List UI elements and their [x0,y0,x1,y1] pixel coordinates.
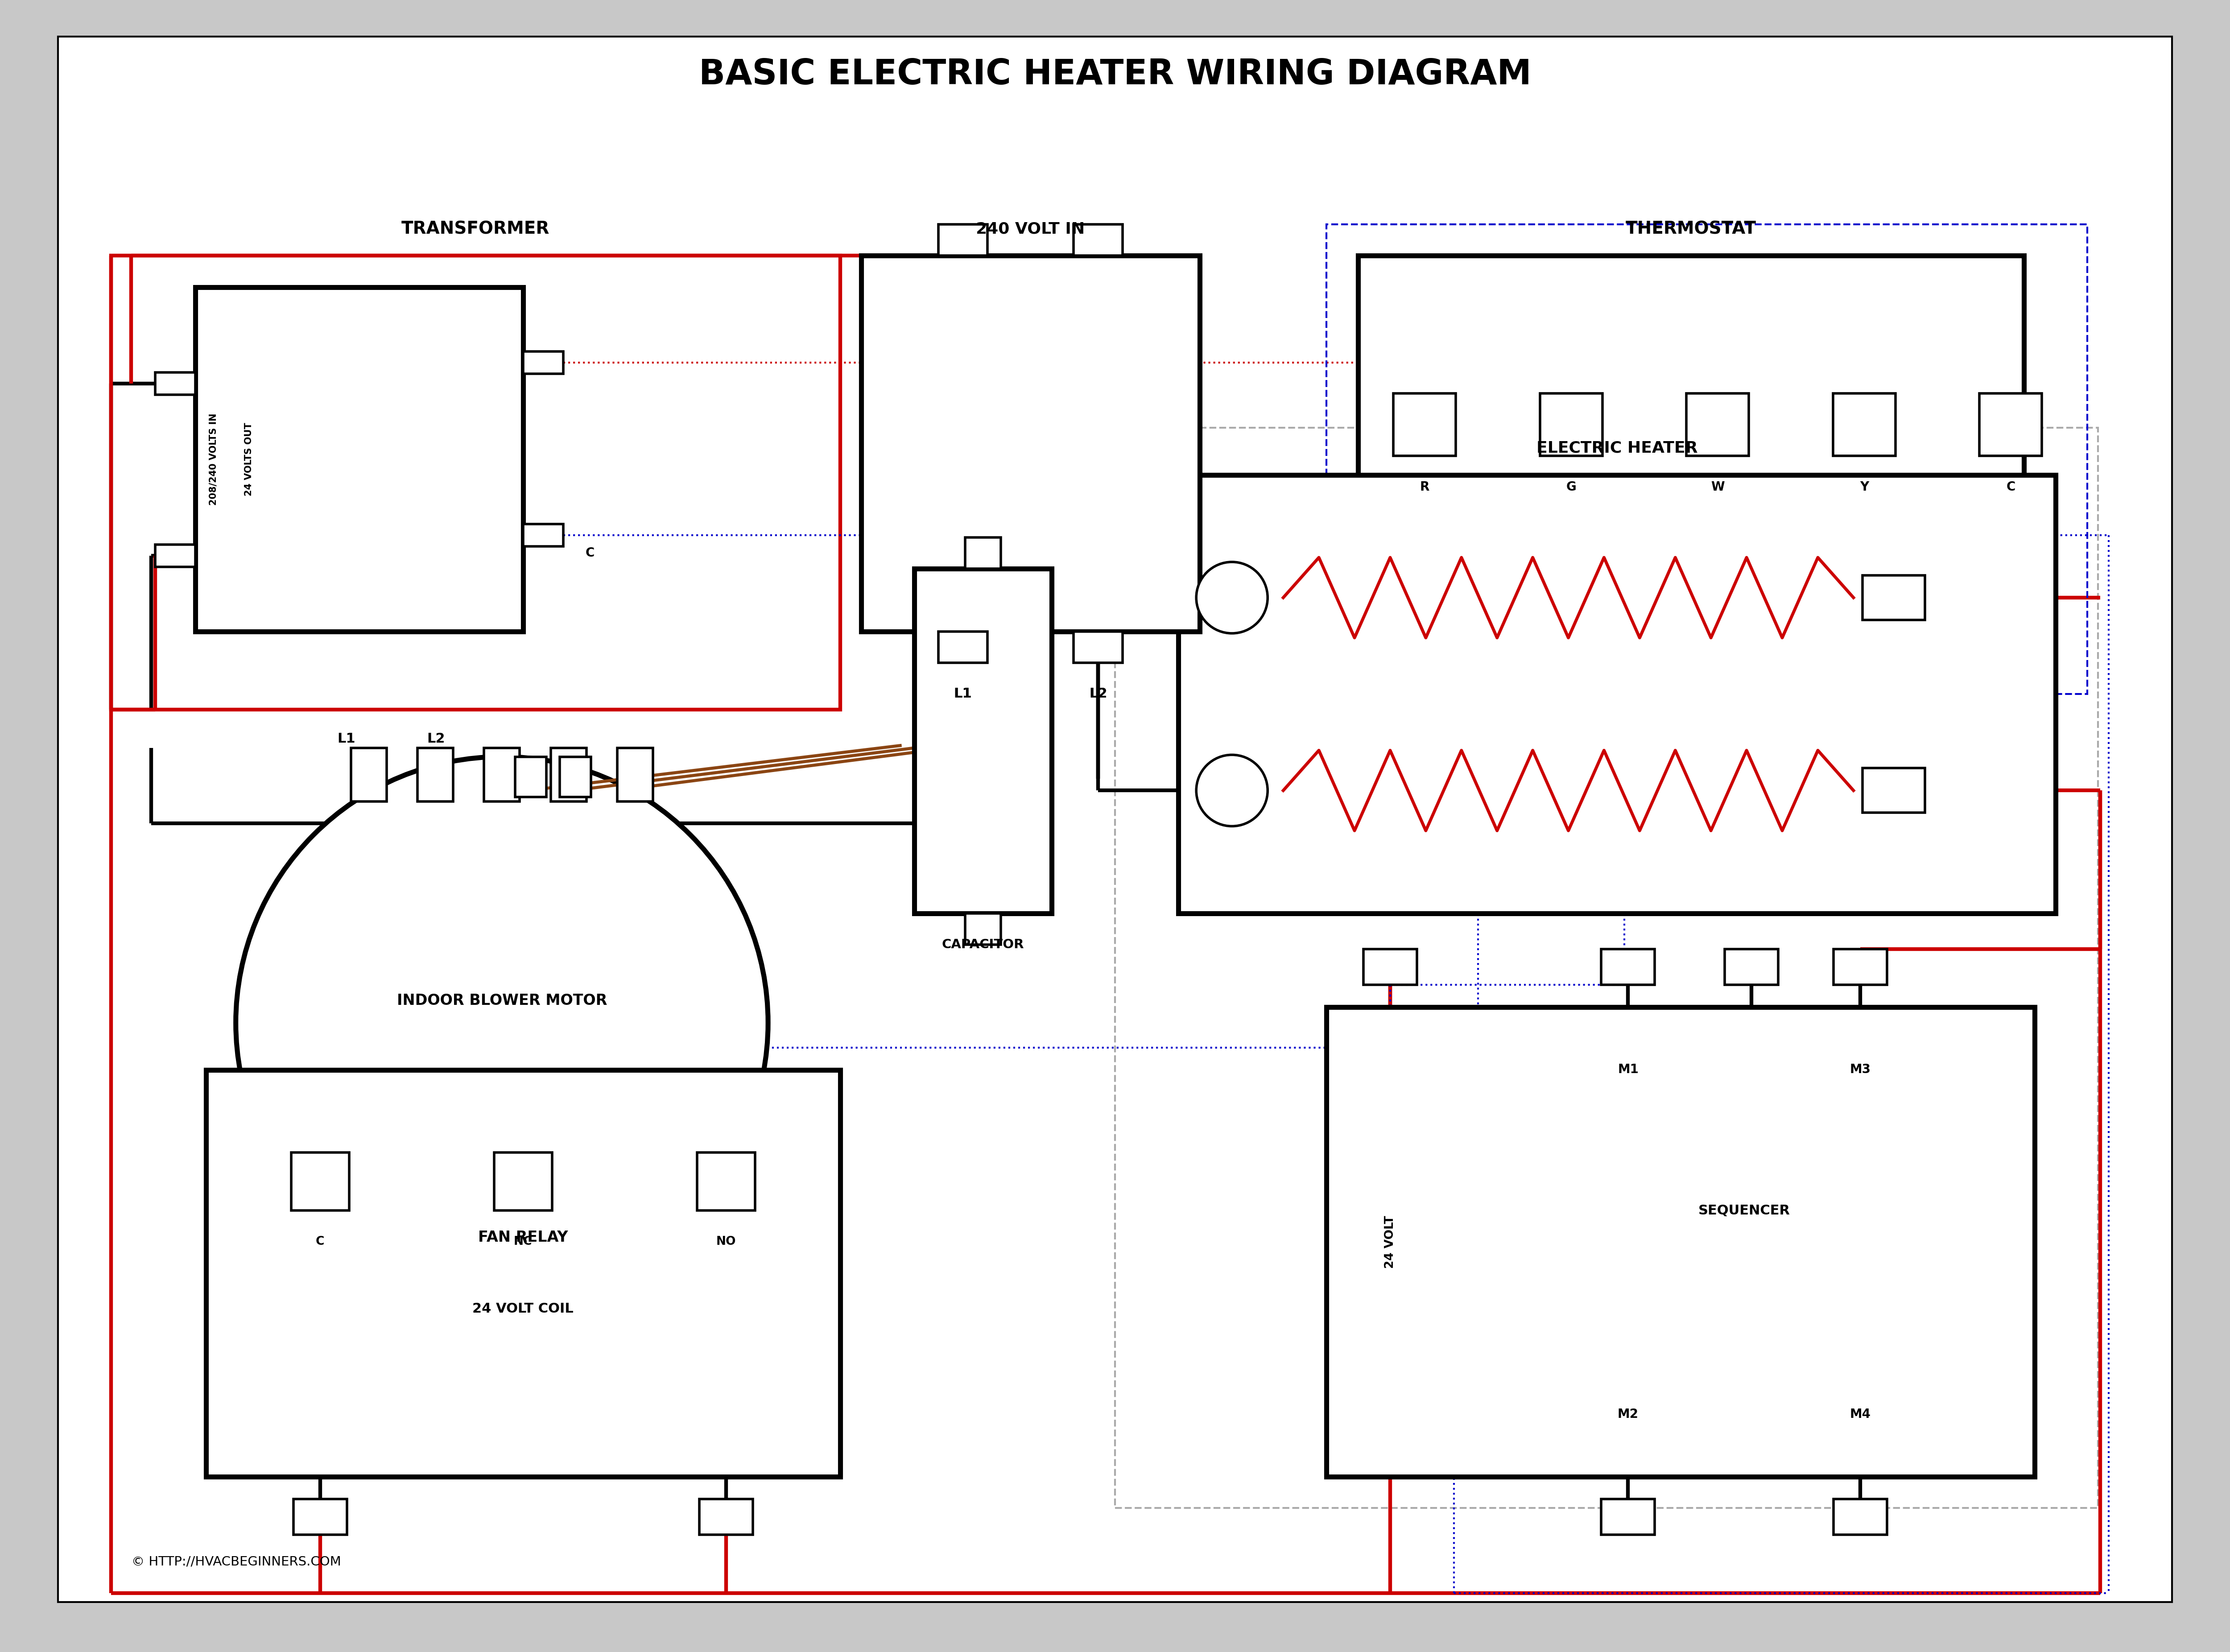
Bar [1073,225,1122,256]
Bar [350,748,386,801]
Bar [1833,950,1887,985]
Bar [156,372,196,395]
Bar [417,748,453,801]
Bar [1601,1498,1655,1535]
Bar [551,748,586,801]
Text: L2: L2 [1088,687,1106,700]
Bar [1862,768,1924,813]
Bar [1363,950,1416,985]
Bar [292,1153,350,1211]
Text: TRANSFORMER: TRANSFORMER [401,220,549,238]
Text: C: C [586,547,595,558]
Bar [698,1153,756,1211]
Bar [966,537,1001,568]
Bar [560,757,591,796]
Bar [524,352,564,373]
Bar [1177,474,2056,914]
Text: NO: NO [716,1236,736,1247]
Bar [495,1153,553,1211]
Text: M1: M1 [1617,1064,1639,1075]
Text: M3: M3 [1851,1064,1871,1075]
Bar [939,631,988,662]
Bar [112,256,841,710]
Bar [156,545,196,567]
Text: L2: L2 [426,732,444,745]
Circle shape [1195,562,1267,633]
Text: L2: L2 [1088,687,1106,700]
Text: L1: L1 [954,687,972,700]
Text: BASIC ELECTRIC HEATER WIRING DIAGRAM: BASIC ELECTRIC HEATER WIRING DIAGRAM [698,58,1532,91]
Text: M2: M2 [1617,1408,1639,1421]
Bar [515,757,546,796]
Bar [205,1070,841,1477]
Bar [196,287,524,631]
Circle shape [1195,755,1267,826]
Bar [618,748,653,801]
Bar [484,748,520,801]
Bar [1862,575,1924,620]
Text: W: W [1710,481,1724,494]
Bar [1358,256,2025,631]
Circle shape [236,757,767,1289]
Bar [1686,393,1748,456]
Bar [1073,631,1122,662]
Bar [1601,950,1655,985]
Text: 24 VOLTS OUT: 24 VOLTS OUT [245,423,254,496]
Text: © HTTP://HVACBEGINNERS.COM: © HTTP://HVACBEGINNERS.COM [132,1556,341,1568]
Text: G: G [1565,481,1577,494]
Bar [1833,1498,1887,1535]
Text: C: C [317,1236,323,1247]
Text: M4: M4 [1851,1408,1871,1421]
Text: 240 VOLT IN: 240 VOLT IN [977,221,1086,236]
Text: SEQUENCER: SEQUENCER [1699,1204,1791,1218]
Bar [861,256,1200,631]
Text: C: C [2007,481,2016,494]
Text: NC: NC [513,1236,533,1247]
Text: 24 VOLT: 24 VOLT [1385,1216,1396,1269]
Text: 24 VOLT COIL: 24 VOLT COIL [473,1302,573,1315]
Text: L1: L1 [337,732,355,745]
Text: 208/240 VOLTS IN: 208/240 VOLTS IN [210,413,219,506]
Bar [294,1498,348,1535]
Text: CAPACITOR: CAPACITOR [941,938,1024,950]
Text: THERMOSTAT: THERMOSTAT [1626,220,1757,238]
Text: INDOOR BLOWER MOTOR: INDOOR BLOWER MOTOR [397,993,607,1008]
Bar [1980,393,2043,456]
Text: Y: Y [1860,481,1869,494]
Text: R: R [1421,481,1429,494]
Bar [700,1498,754,1535]
Bar [914,568,1053,914]
Bar [939,225,988,256]
Bar [966,914,1001,945]
Bar [1724,950,1777,985]
Text: L1: L1 [954,687,972,700]
Bar [1833,393,1896,456]
Bar [1115,428,2098,1508]
Bar [1541,393,1603,456]
Bar [524,524,564,547]
Bar [1394,393,1456,456]
Bar [1327,1008,2034,1477]
Text: FAN RELAY: FAN RELAY [477,1231,569,1246]
Text: ELECTRIC HEATER: ELECTRIC HEATER [1536,441,1697,456]
Bar [1327,225,2087,694]
